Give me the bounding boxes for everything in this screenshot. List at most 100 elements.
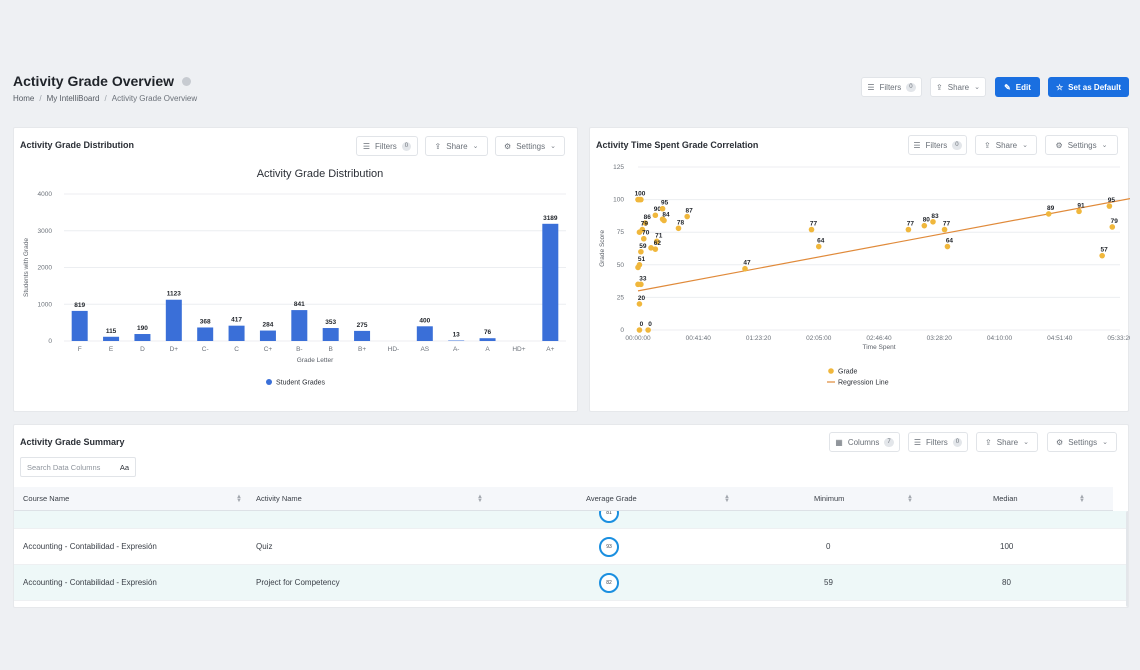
gear-icon: ⚙ (504, 141, 512, 151)
course-name-cell: Accounting - Contabilidad - Expresión (23, 542, 157, 551)
y-axis-title: Students with Grade (23, 238, 30, 297)
y-tick-label: 2000 (38, 265, 53, 272)
activity-name-cell: Project for Competency (256, 578, 340, 587)
point-label: 71 (655, 232, 663, 239)
share-icon: ⇪ (936, 82, 943, 92)
summary-settings-button[interactable]: ⚙ Settings ⌄ (1047, 432, 1117, 452)
corr-share-button[interactable]: ⇪ Share ⌄ (975, 135, 1037, 155)
x-tick-label: C (234, 346, 239, 353)
bar-value-label: 353 (325, 319, 336, 326)
sort-icon[interactable]: ▲ ▼ (724, 494, 730, 504)
bar-value-label: 368 (200, 318, 211, 325)
scatter-point (930, 218, 936, 225)
breadcrumb-separator: / (39, 94, 42, 103)
sort-icon[interactable]: ▲ ▼ (1079, 494, 1085, 504)
scatter-point (659, 216, 666, 222)
table-scrollbar[interactable] (1126, 511, 1128, 607)
point-label: 95 (661, 200, 669, 207)
bar (103, 336, 120, 341)
column-header-activity[interactable]: Activity Name (256, 494, 302, 503)
column-header-median[interactable]: Median (993, 494, 1018, 503)
point-label: 78 (677, 219, 685, 226)
bar-value-label: 76 (484, 329, 492, 336)
sort-icon[interactable]: ▲ ▼ (236, 494, 242, 504)
scatter-point (642, 220, 649, 226)
column-header-average-grade[interactable]: Average Grade (586, 494, 637, 503)
scatter-point (653, 238, 660, 245)
y-tick-label: 0 (48, 338, 52, 345)
bar (134, 334, 151, 341)
corr-filters-button[interactable]: ☰ Filters 0 (908, 135, 967, 155)
scatter-point (742, 265, 748, 272)
y-axis-title: Grade Score (599, 230, 606, 267)
x-axis-title: Time Spent (863, 344, 896, 351)
breadcrumb-home[interactable]: Home (13, 94, 35, 103)
column-header-course[interactable]: Course Name (23, 494, 70, 503)
edit-button[interactable]: ✎ Edit (995, 77, 1040, 97)
x-tick-label: B+ (358, 346, 366, 353)
y-tick-label: 100 (613, 197, 624, 204)
summary-filters-button[interactable]: ☰ Filters 0 (908, 432, 968, 452)
summary-share-button[interactable]: ⇪ Share ⌄ (976, 432, 1038, 452)
legend-marker (828, 368, 834, 374)
point-label: 59 (639, 243, 647, 250)
point-label: 77 (943, 221, 951, 228)
dist-settings-button[interactable]: ⚙ Settings ⌄ (495, 136, 565, 156)
minimum-cell: 59 (824, 578, 833, 587)
scatter-point (808, 226, 815, 233)
point-label: 100 (635, 191, 646, 198)
column-header-minimum[interactable]: Minimum (814, 494, 845, 503)
scatter-point (636, 229, 643, 235)
share-icon: ⇪ (434, 141, 442, 151)
x-tick-label: F (78, 346, 82, 353)
set-default-button[interactable]: ☆ Set as Default (1048, 77, 1129, 97)
point-label: 79 (641, 221, 649, 228)
scatter-point (1045, 211, 1052, 217)
point-label: 84 (662, 211, 670, 218)
x-tick-label: A (485, 346, 490, 353)
point-label: 64 (817, 238, 825, 245)
breadcrumb-intelliboard[interactable]: My IntelliBoard (46, 94, 100, 103)
x-tick-label: 04:51:40 (1047, 335, 1073, 342)
search-data-columns-input[interactable]: Search Data Columns Aa (20, 457, 136, 477)
dist-filters-button[interactable]: ☰ Filters 0 (356, 136, 418, 156)
point-label: 0 (640, 321, 644, 328)
x-tick-label: 05:33:20 (1107, 335, 1130, 342)
y-tick-label: 0 (620, 327, 624, 334)
x-tick-label: 02:05:00 (806, 335, 832, 342)
chevron-down-icon: ⌄ (1102, 439, 1108, 446)
columns-count-badge: 7 (884, 437, 894, 447)
scatter-point (652, 246, 659, 252)
point-label: 87 (686, 208, 694, 215)
median-cell: 80 (1002, 578, 1011, 587)
sort-icon[interactable]: ▲ ▼ (907, 494, 913, 504)
x-tick-label: D (140, 346, 145, 353)
corr-settings-button[interactable]: ⚙ Settings ⌄ (1045, 135, 1118, 155)
scatter-point (648, 245, 654, 251)
median-cell: 100 (1000, 542, 1014, 551)
columns-icon: ▦ (835, 437, 843, 447)
info-icon[interactable] (182, 76, 192, 86)
scatter-point (1099, 252, 1105, 259)
table-row[interactable]: Accounting - Contabilidad - Expresión Qu… (14, 529, 1127, 565)
bar-value-label: 1123 (167, 291, 181, 298)
page-share-button[interactable]: ⇪ Share ⌄ (930, 77, 986, 97)
table-row[interactable]: 81 (14, 511, 1127, 529)
chart-title: Activity Grade Distribution (257, 168, 384, 180)
bar (322, 328, 339, 341)
scatter-point (921, 222, 928, 229)
bar (228, 325, 245, 341)
chevron-down-icon: ⌄ (1023, 439, 1029, 446)
case-sensitive-toggle[interactable]: Aa (119, 462, 129, 472)
bar (291, 310, 308, 341)
sort-icon[interactable]: ▲ ▼ (477, 494, 483, 504)
distribution-card-title: Activity Grade Distribution (20, 140, 135, 150)
course-name-cell: Accounting - Contabilidad - Expresión (23, 578, 157, 587)
bar-value-label: 819 (74, 302, 85, 309)
columns-button[interactable]: ▦ Columns 7 (829, 432, 900, 452)
bar (354, 330, 371, 341)
table-row[interactable]: Accounting - Contabilidad - Expresión Pr… (14, 565, 1127, 601)
x-axis-title: Grade Letter (297, 357, 334, 364)
dist-share-button[interactable]: ⇪ Share ⌄ (425, 136, 488, 156)
page-filters-button[interactable]: ☰ Filters 0 (861, 77, 922, 97)
